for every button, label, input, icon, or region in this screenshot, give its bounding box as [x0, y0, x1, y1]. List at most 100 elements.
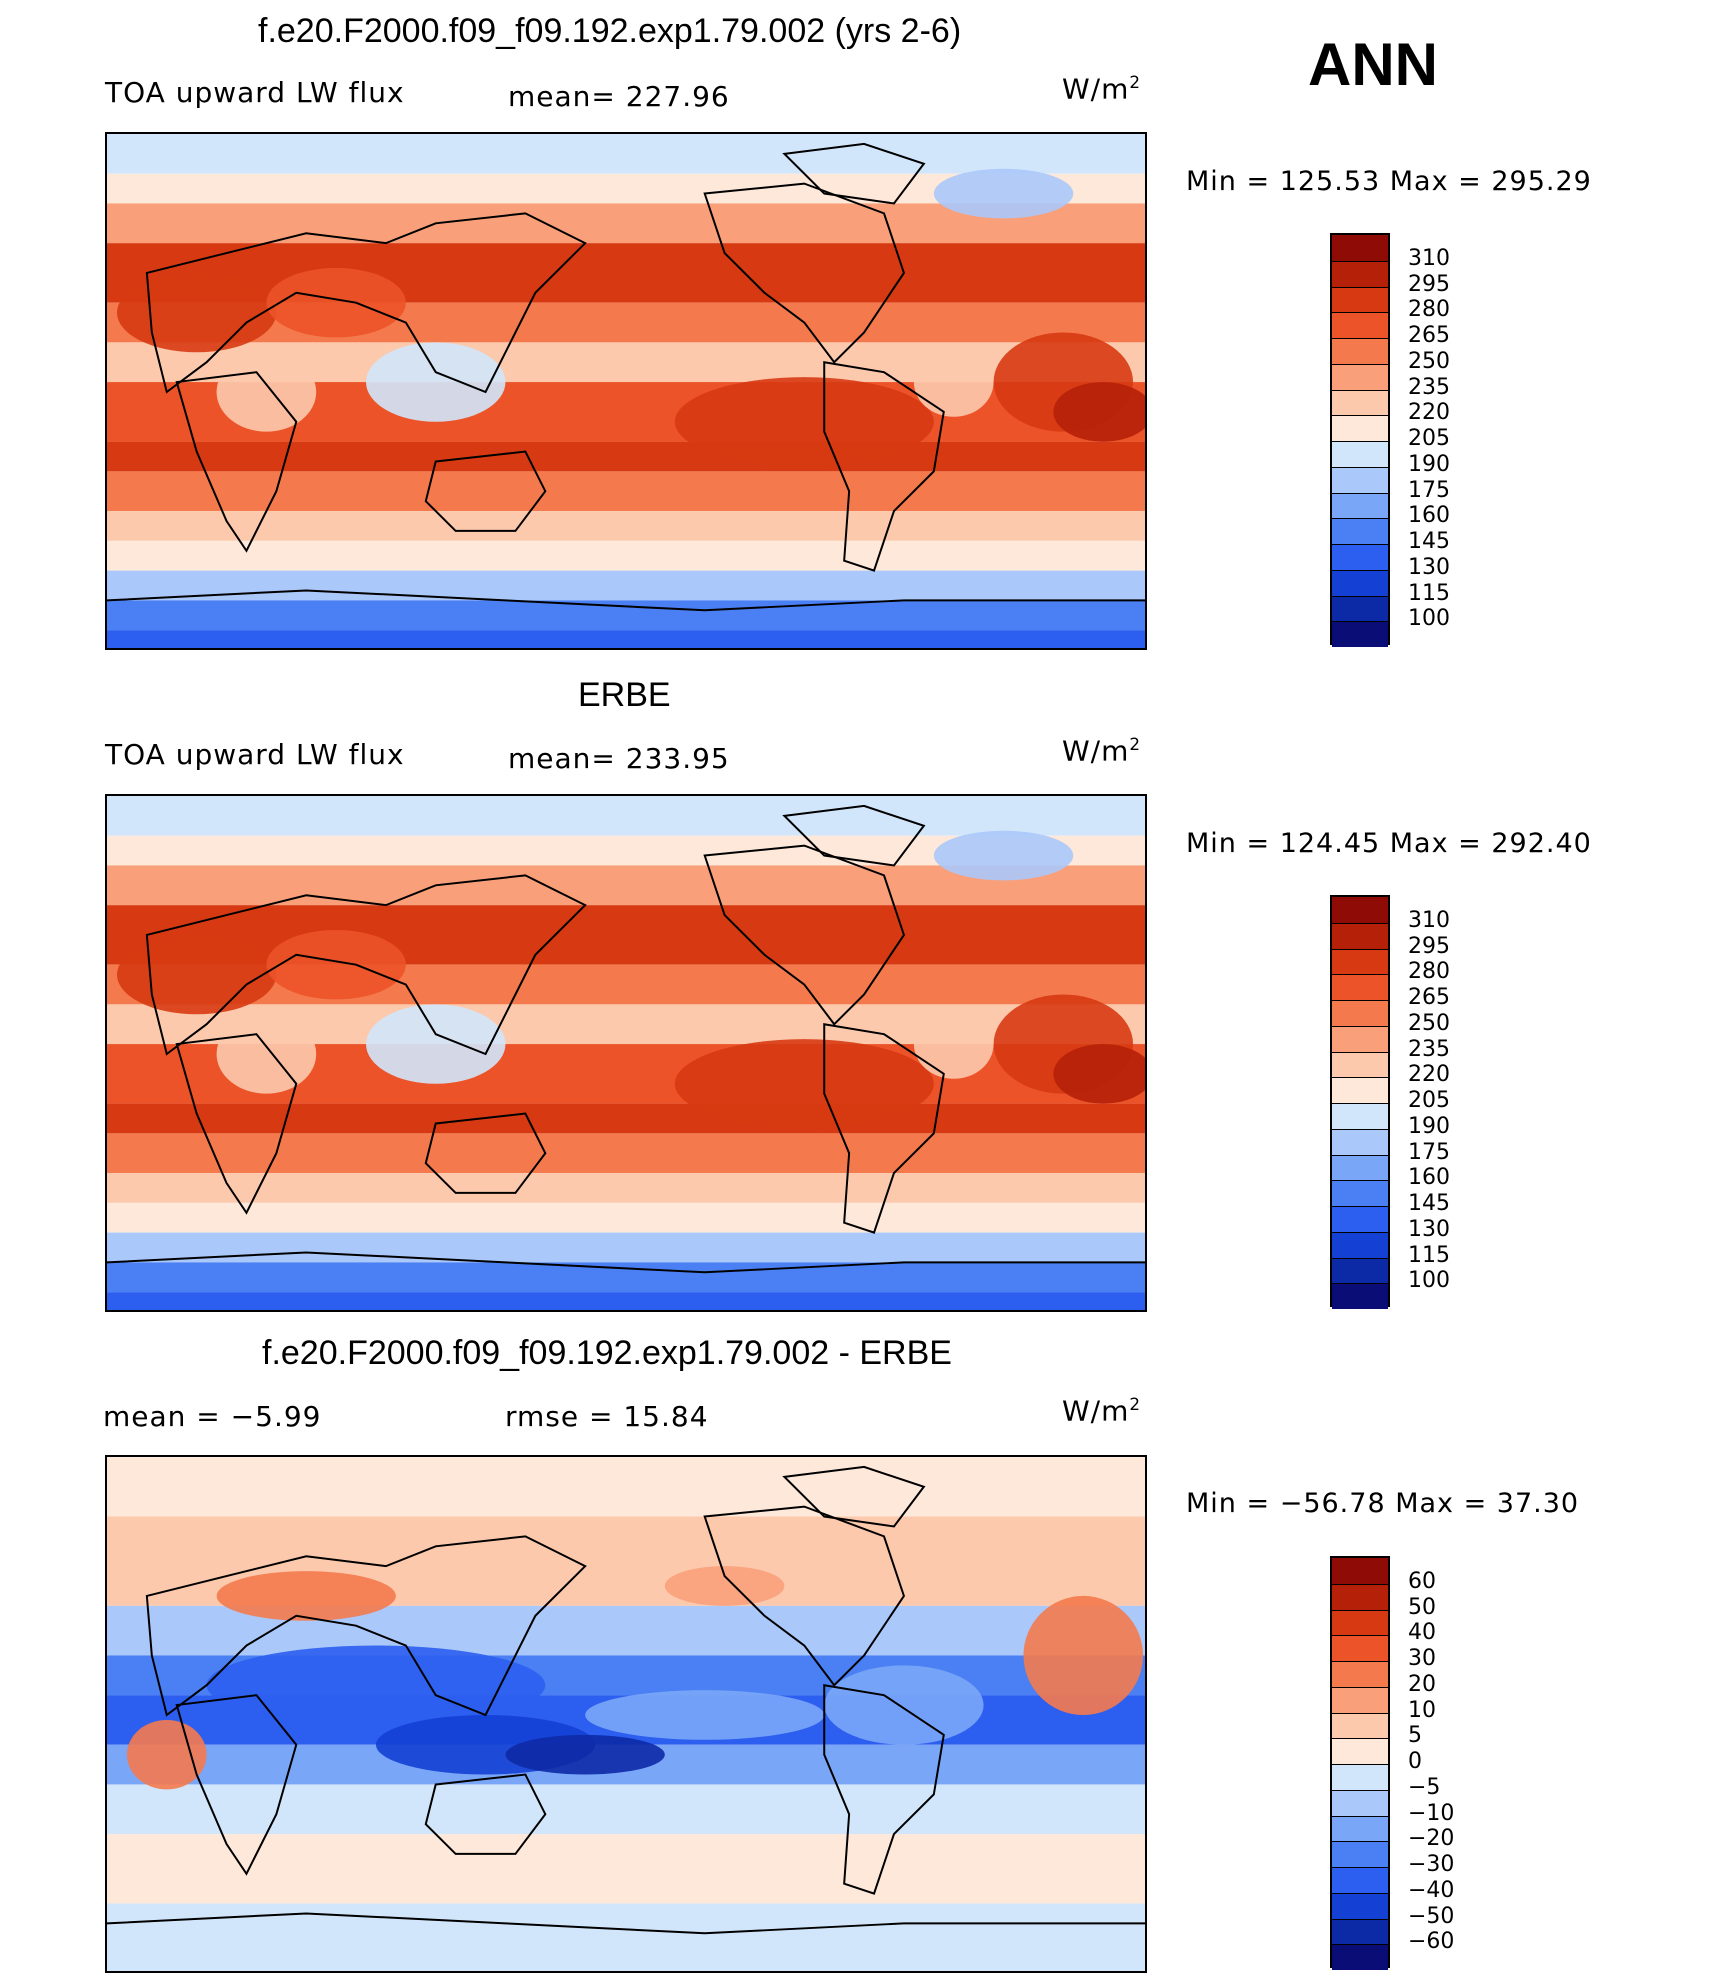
panel3-minmax: Min = −56.78 Max = 37.30: [1186, 1488, 1580, 1519]
panel2-minmax: Min = 124.45 Max = 292.40: [1186, 828, 1592, 859]
colorbar-cell: [1332, 1558, 1388, 1584]
colorbar-tick-label: 50: [1408, 1594, 1436, 1620]
contour-region: [126, 1719, 207, 1790]
coastline: [107, 589, 1145, 612]
colorbar-tick-label: 100: [1408, 1268, 1450, 1294]
map-field: [107, 1457, 1145, 1971]
panel2-map: [105, 794, 1147, 1312]
colorbar-tick-label: 235: [1408, 1036, 1450, 1062]
colorbar-cell: [1332, 1867, 1388, 1893]
colorbar-tick-label: −20: [1408, 1826, 1455, 1852]
contour-band: [107, 511, 1145, 541]
coastline: [782, 1465, 926, 1528]
colorbar-tick-label: 295: [1408, 271, 1450, 297]
colorbar-tick-label: 280: [1408, 959, 1450, 985]
contour-region: [216, 1571, 396, 1621]
colorbar-cell: [1332, 1789, 1388, 1816]
coastline: [703, 1505, 906, 1687]
panel2-units: W/m2: [1062, 734, 1142, 768]
contour-region: [206, 1645, 546, 1725]
colorbar-tick-label: 160: [1408, 503, 1450, 529]
colorbar-cell: [1332, 518, 1388, 544]
coastline: [145, 1535, 587, 1717]
panel2-colorbar: [1330, 895, 1390, 1309]
coastline: [424, 450, 547, 532]
colorbar-cell: [1332, 1764, 1388, 1790]
panel1-variable: TOA upward LW flux: [105, 76, 405, 109]
colorbar-tick-label: 250: [1408, 1010, 1450, 1036]
contour-band: [107, 540, 1145, 571]
coastline: [107, 1251, 1145, 1274]
contour-band: [107, 1133, 1145, 1174]
contour-band: [107, 600, 1145, 631]
colorbar-cell: [1332, 1918, 1388, 1945]
colorbar-cell: [1332, 1231, 1388, 1258]
colorbar-cell: [1332, 1661, 1388, 1687]
colorbar-tick-label: 145: [1408, 529, 1450, 554]
colorbar-tick-label: 175: [1408, 477, 1450, 503]
colorbar-cell: [1332, 1738, 1388, 1764]
colorbar-cell: [1332, 569, 1388, 596]
contour-region: [933, 168, 1074, 219]
panel3-units: W/m2: [1062, 1394, 1142, 1428]
contour-region: [674, 377, 934, 467]
colorbar-cell: [1332, 897, 1388, 923]
coastline: [823, 1023, 945, 1234]
colorbar-tick-label: 190: [1408, 1113, 1450, 1139]
panel1-map: [105, 132, 1147, 650]
colorbar-tick-label: 295: [1408, 933, 1450, 959]
contour-band: [107, 471, 1145, 512]
contour-region: [585, 1690, 825, 1740]
colorbar-cell: [1332, 1257, 1388, 1284]
colorbar-tick-label: 115: [1408, 580, 1450, 606]
contour-band: [107, 1834, 1145, 1904]
colorbar-tick-label: 310: [1408, 907, 1450, 933]
contour-band: [107, 1903, 1145, 1971]
colorbar-tick-label: 250: [1408, 348, 1450, 374]
colorbar-tick-label: 5: [1408, 1723, 1422, 1749]
colorbar-tick-label: 0: [1408, 1749, 1422, 1774]
colorbar-tick-label: 30: [1408, 1646, 1436, 1671]
colorbar-cell: [1332, 492, 1388, 519]
colorbar-cell: [1332, 1841, 1388, 1867]
colorbar-cell: [1332, 441, 1388, 467]
map-field: [107, 134, 1145, 648]
contour-region: [266, 929, 406, 1000]
panel1-title: f.e20.F2000.f09_f09.192.exp1.79.002 (yrs…: [258, 12, 962, 50]
contour-region: [933, 830, 1074, 881]
colorbar-tick-label: 100: [1408, 606, 1450, 632]
colorbar-tick-label: 130: [1408, 1216, 1450, 1242]
colorbar-tick-label: 60: [1408, 1568, 1436, 1594]
contour-band: [107, 1232, 1145, 1263]
colorbar-cell: [1332, 1128, 1388, 1155]
colorbar-tick-label: 280: [1408, 297, 1450, 323]
colorbar-cell: [1332, 235, 1388, 261]
panel3-rmse: rmse = 15.84: [505, 1400, 709, 1433]
contour-band: [107, 134, 1145, 174]
contour-region: [216, 1014, 317, 1094]
colorbar-cell: [1332, 544, 1388, 570]
colorbar-cell: [1332, 1206, 1388, 1232]
contour-region: [1053, 1044, 1145, 1104]
panel1-minmax: Min = 125.53 Max = 295.29: [1186, 166, 1592, 197]
colorbar-cell: [1332, 1944, 1388, 1970]
panel3-title: f.e20.F2000.f09_f09.192.exp1.79.002 - ER…: [262, 1334, 952, 1372]
colorbar-cell: [1332, 1103, 1388, 1129]
contour-region: [913, 347, 994, 417]
contour-band: [107, 630, 1145, 648]
colorbar-tick-label: 10: [1408, 1697, 1436, 1723]
colorbar-cell: [1332, 1154, 1388, 1181]
contour-band: [107, 570, 1145, 601]
colorbar-tick-label: 20: [1408, 1671, 1436, 1697]
colorbar-tick-label: 145: [1408, 1191, 1450, 1216]
panel2-variable: TOA upward LW flux: [105, 738, 405, 771]
coastline: [175, 1033, 298, 1215]
coastline: [703, 182, 906, 364]
contour-region: [216, 352, 317, 432]
coastline: [823, 361, 945, 572]
colorbar-cell: [1332, 1283, 1388, 1309]
map-field: [107, 796, 1145, 1310]
colorbar-tick-label: −5: [1408, 1774, 1441, 1800]
colorbar-tick-label: 205: [1408, 426, 1450, 451]
colorbar-cell: [1332, 974, 1388, 1000]
